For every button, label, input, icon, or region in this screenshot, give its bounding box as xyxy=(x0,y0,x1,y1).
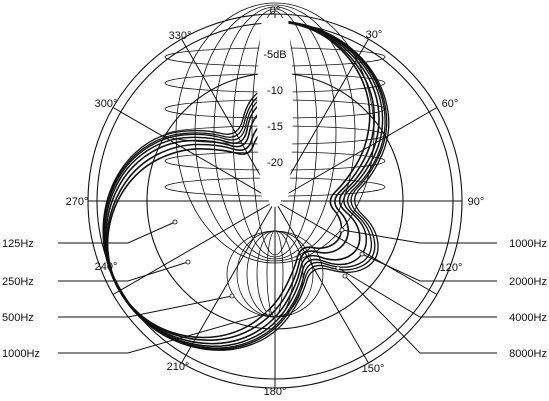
angle-label-90: 90° xyxy=(468,196,485,208)
angle-label-210: 210° xyxy=(167,361,190,373)
series-label-250hz: 250Hz xyxy=(2,276,34,288)
leader-dot xyxy=(339,227,345,233)
angle-label-300: 300° xyxy=(95,98,118,110)
radial-label: -20 xyxy=(267,157,283,169)
radial-label: -10 xyxy=(267,85,283,97)
leader-line xyxy=(58,261,189,282)
angle-label-270: 270° xyxy=(66,196,89,208)
pattern-curve-8000hz-right xyxy=(106,18,371,339)
pattern-curve-500hz-left xyxy=(103,18,386,349)
series-label-1000hz: 1000Hz xyxy=(2,348,40,360)
series-label-500hz: 500Hz xyxy=(2,312,34,324)
leader-dot xyxy=(172,219,178,225)
leader-dot xyxy=(229,293,235,299)
spoke-300 xyxy=(112,107,271,199)
mesh-lower-5 xyxy=(266,230,284,318)
series-labels-right: 1000Hz 2000Hz 4000Hz 8000Hz xyxy=(335,227,547,360)
spoke-120 xyxy=(279,203,438,295)
leader-dot xyxy=(185,259,191,265)
angle-label-120: 120° xyxy=(440,262,463,274)
angle-label-0: 0° xyxy=(270,5,281,17)
angle-labels: 0° 30° 60° 90° 120° 150° 180° 210° 240° 270° 300° 3… xyxy=(66,5,485,398)
angle-label-180: 180° xyxy=(264,386,287,398)
leader-line xyxy=(58,312,269,354)
mesh-upper-2 xyxy=(194,4,356,262)
angle-label-330: 330° xyxy=(169,30,192,42)
pattern-curve-1000hz-right xyxy=(103,18,384,347)
pattern-curve-2000hz-right xyxy=(104,18,380,345)
series-labels-left: 125Hz 250Hz 500Hz 1000Hz xyxy=(2,219,271,360)
scale-strip xyxy=(257,18,293,200)
radial-label: -5dB xyxy=(263,49,286,61)
leader-line xyxy=(361,253,497,282)
pattern-curve-250hz-left xyxy=(102,18,388,350)
leader-line xyxy=(58,295,233,318)
series-label-1000hz: 1000Hz xyxy=(509,238,547,250)
spoke-150 xyxy=(277,205,369,364)
spoke-60 xyxy=(279,107,438,199)
mesh-upper-3 xyxy=(213,6,337,260)
angle-label-150: 150° xyxy=(362,363,385,375)
series-label-125hz: 125Hz xyxy=(2,238,34,250)
angle-label-30: 30° xyxy=(366,29,383,41)
leader-line xyxy=(337,267,497,318)
leader-dot xyxy=(342,273,348,279)
leader-line xyxy=(344,275,497,354)
angle-label-60: 60° xyxy=(442,98,459,110)
leader-dot xyxy=(335,265,341,271)
radial-label: -15 xyxy=(267,121,283,133)
leader-line xyxy=(341,229,497,244)
pattern-curves xyxy=(102,2,390,351)
pattern-curve-4000hz-right xyxy=(105,18,376,341)
leader-dot xyxy=(265,310,271,316)
mesh-upper-4 xyxy=(232,8,318,258)
series-label-2000hz: 2000Hz xyxy=(509,276,547,288)
radial-scale: -5dB -10 -15 -20 xyxy=(257,18,293,200)
angle-label-240: 240° xyxy=(95,261,118,273)
mesh-upper-1 xyxy=(175,2,375,264)
leader-line xyxy=(58,221,176,244)
leader-dot xyxy=(359,251,365,257)
pattern-curve-125hz-left xyxy=(102,18,390,351)
series-label-4000hz: 4000Hz xyxy=(509,312,547,324)
spoke-240 xyxy=(112,203,271,295)
mesh-upper-5 xyxy=(251,10,299,256)
series-label-8000hz: 8000Hz xyxy=(509,348,547,360)
